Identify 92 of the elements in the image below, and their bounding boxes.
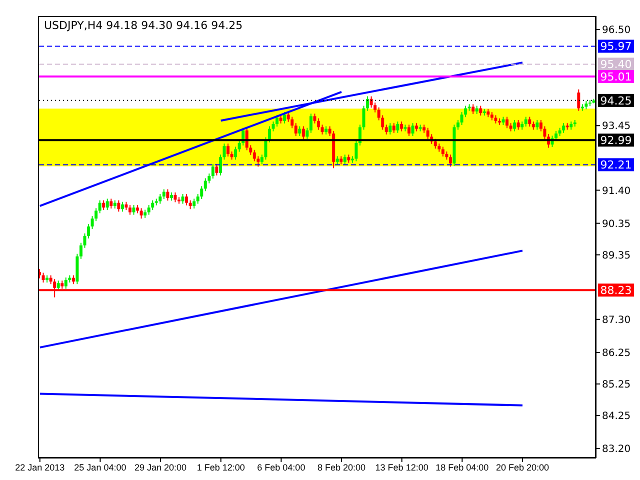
candlestick <box>536 119 539 130</box>
candlestick <box>158 193 162 204</box>
candlestick <box>181 193 184 204</box>
candlestick <box>117 200 120 212</box>
candlestick <box>87 223 90 239</box>
candlestick <box>56 280 60 291</box>
candlestick <box>166 188 170 202</box>
y-tick-label: 89.35 <box>602 250 631 262</box>
candlestick <box>192 198 196 209</box>
candlestick <box>313 113 316 124</box>
candlestick <box>64 276 68 290</box>
candlestick <box>226 143 230 158</box>
candlestick <box>400 121 403 132</box>
x-tick-label: 1 Feb 12:00 <box>196 462 245 472</box>
candlestick <box>577 88 580 112</box>
y-tick-label: 86.25 <box>602 348 631 360</box>
candlestick <box>185 193 188 206</box>
candlestick <box>320 124 324 135</box>
x-tick-label: 8 Feb 20:00 <box>317 462 366 472</box>
candlestick <box>106 198 109 211</box>
candlestick <box>528 116 532 128</box>
candlestick <box>98 200 102 214</box>
chart-title: USDJPY,H4 94.18 94.30 94.16 94.25 <box>44 19 243 32</box>
candlestick <box>298 126 302 137</box>
candlestick <box>392 122 396 134</box>
y-tick-label: 96.50 <box>602 25 631 36</box>
candlestick <box>215 164 218 176</box>
candlestick <box>411 122 414 137</box>
candlestick <box>102 200 106 211</box>
candlestick <box>128 204 132 216</box>
candlestick <box>343 154 346 165</box>
x-tick-label: 18 Feb 04:00 <box>436 462 489 472</box>
y-tick-label: 85.25 <box>602 380 631 391</box>
x-tick-label: 29 Jan 20:00 <box>134 462 187 472</box>
candlestick <box>132 204 136 216</box>
ref-line-label: 94.25 <box>600 94 632 108</box>
candlestick <box>441 146 444 158</box>
candlestick <box>516 119 520 130</box>
candlestick <box>388 122 392 135</box>
candlestick <box>472 104 475 114</box>
candlestick <box>396 121 400 134</box>
candlestick <box>562 122 566 134</box>
candlestick <box>174 192 177 203</box>
candlestick <box>479 105 482 116</box>
y-tick-label: 91.40 <box>602 186 631 197</box>
y-tick-label: 83.20 <box>602 444 631 456</box>
candlestick <box>140 208 143 220</box>
x-tick-label: 20 Feb 20:00 <box>496 462 550 472</box>
ref-line-label: 95.97 <box>600 40 632 54</box>
y-tick-label: 84.25 <box>602 411 631 422</box>
ref-line-label: 92.99 <box>600 134 632 148</box>
candlestick <box>309 113 312 134</box>
candlestick <box>162 188 166 200</box>
candlestick <box>456 119 460 130</box>
candlestick <box>513 119 516 132</box>
ref-line-label: 92.21 <box>600 158 632 172</box>
ref-line-label: 88.23 <box>600 284 632 298</box>
candlestick <box>354 140 358 162</box>
candlestick <box>294 122 298 137</box>
candlestick <box>407 124 410 137</box>
candlestick <box>268 126 271 143</box>
candlestick <box>524 116 528 128</box>
candlestick <box>506 116 509 129</box>
candlestick <box>366 96 370 112</box>
x-tick-label: 25 Jan 04:00 <box>74 462 126 472</box>
candlestick <box>317 118 320 130</box>
candlestick <box>120 201 124 212</box>
candlestick <box>384 124 388 135</box>
ref-line-label: 95.40 <box>600 58 632 72</box>
candlestick <box>264 136 268 160</box>
candlestick <box>204 178 207 192</box>
ref-line-label: 95.01 <box>600 70 632 84</box>
candlestick <box>147 204 150 216</box>
candlestick <box>290 116 294 129</box>
candlestick <box>211 164 214 180</box>
candlestick <box>283 112 286 124</box>
x-tick-label: 6 Feb 04:00 <box>257 462 306 472</box>
candlestick <box>151 200 154 211</box>
candlestick <box>42 272 45 284</box>
x-tick-label: 13 Feb 12:00 <box>375 462 428 472</box>
y-tick-label: 87.30 <box>602 314 631 326</box>
candlestick <box>426 127 430 140</box>
candlestick <box>302 126 305 140</box>
candlestick <box>448 154 452 168</box>
x-tick-label: 22 Jan 2013 <box>15 462 65 472</box>
y-tick-label: 90.35 <box>602 218 631 230</box>
candlestick <box>276 114 279 128</box>
candlestick <box>110 198 113 209</box>
y-tick-label: 93.45 <box>602 121 631 132</box>
candlestick <box>234 146 238 160</box>
candlestick <box>306 127 309 140</box>
candlestick <box>200 186 204 200</box>
